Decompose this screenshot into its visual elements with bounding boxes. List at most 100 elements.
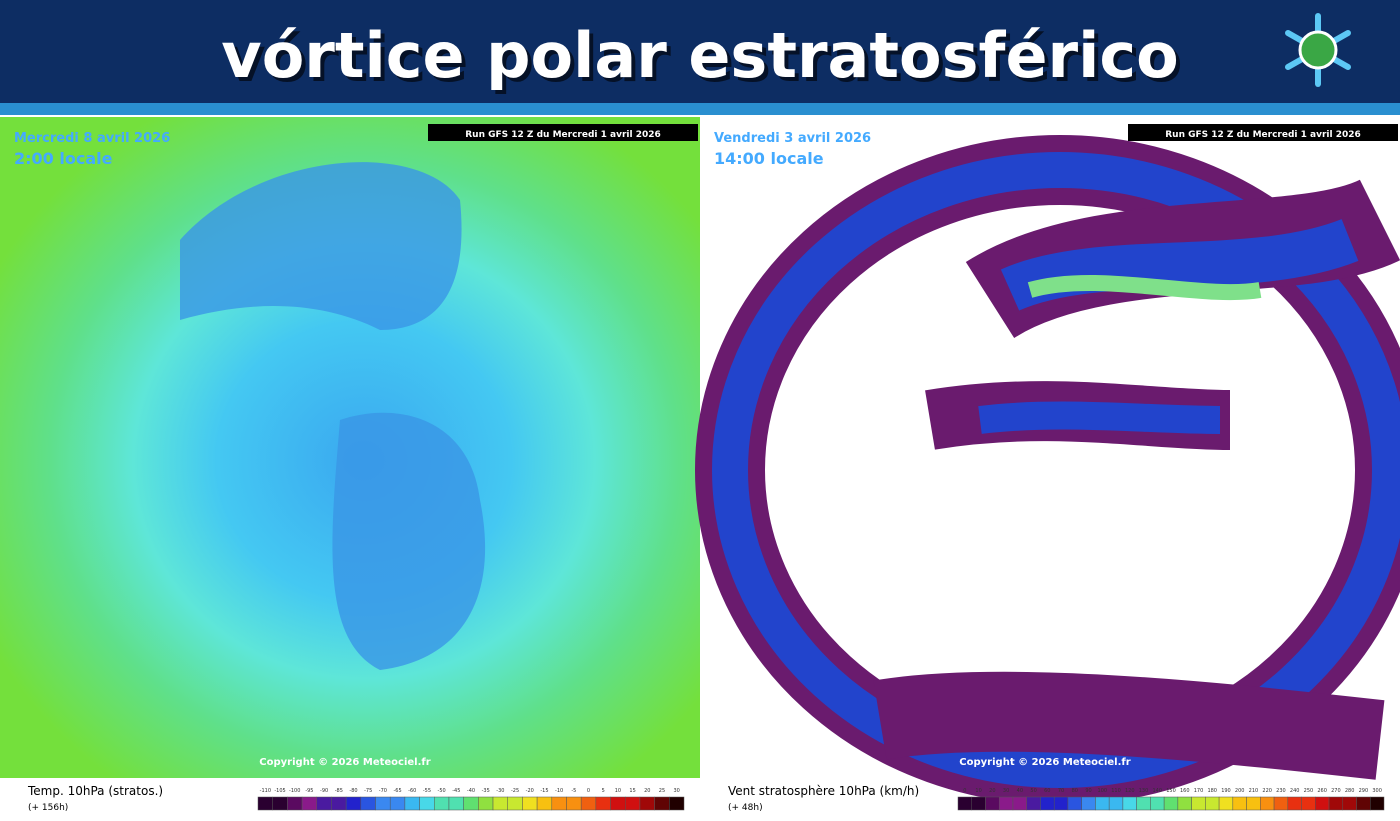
scale-cell — [1287, 796, 1302, 811]
header-strip — [0, 103, 1400, 115]
scale-label: 220 — [1262, 788, 1272, 794]
scale-cell — [971, 796, 986, 811]
scale-label: -60 — [408, 788, 416, 794]
scale-label: 120 — [1125, 788, 1135, 794]
scale-label: 110 — [1111, 788, 1121, 794]
scale-cell — [1040, 796, 1055, 811]
scale-label: 40 — [1017, 788, 1023, 794]
scale-cell — [1163, 796, 1179, 811]
scale-label: 260 — [1317, 788, 1327, 794]
scale-cell — [1108, 796, 1124, 811]
scale-cell — [463, 796, 479, 811]
scale-cell — [1232, 796, 1247, 811]
scale-cell — [492, 796, 508, 811]
scale-label: 210 — [1249, 788, 1259, 794]
scale-cell — [301, 796, 318, 811]
scale-label: 20 — [644, 788, 650, 794]
run-box — [1128, 124, 1398, 141]
scale-label: -40 — [467, 788, 475, 794]
scale-cell — [595, 796, 611, 811]
scale-label: -90 — [320, 788, 328, 794]
scale-cell — [419, 796, 435, 811]
header-bar — [0, 0, 1400, 103]
scale-cell — [957, 796, 972, 811]
scale-cell — [1136, 796, 1151, 811]
scale-label: 80 — [1072, 788, 1078, 794]
scale-label: -80 — [349, 788, 357, 794]
scale-cell — [1177, 796, 1192, 811]
scale-label: -95 — [305, 788, 313, 794]
scale-cell — [610, 796, 626, 811]
scale-cell — [1095, 796, 1110, 811]
scale-label: -30 — [496, 788, 504, 794]
scale-label: 270 — [1331, 788, 1341, 794]
scale-cell — [1260, 796, 1275, 811]
scale-cell — [522, 796, 538, 811]
cold-core — [180, 162, 462, 330]
scale-cell — [624, 796, 641, 811]
lead-time: (+ 48h) — [728, 803, 763, 813]
scale-label: -45 — [452, 788, 460, 794]
caption: Vent stratosphère 10hPa (km/h) — [728, 784, 919, 798]
scale-cell — [1315, 796, 1330, 811]
scale-cell — [404, 796, 420, 811]
scale-cell — [1150, 796, 1165, 811]
copyright: Copyright © 2026 Meteociel.fr — [959, 757, 1130, 768]
scale-label: 150 — [1166, 788, 1176, 794]
scale-cell — [639, 796, 655, 811]
logo — [1285, 13, 1351, 87]
scale-cell — [1370, 796, 1385, 811]
run-label: Run GFS 12 Z du Mercredi 1 avril 2026 — [465, 130, 661, 140]
scale-label: 240 — [1290, 788, 1300, 794]
scale-label: -20 — [526, 788, 534, 794]
date-label: Mercredi 8 avril 2026 — [14, 131, 170, 146]
scale-label: -105 — [274, 788, 285, 794]
run-label: Run GFS 12 Z du Mercredi 1 avril 2026 — [1165, 130, 1361, 140]
scale-label: 280 — [1345, 788, 1355, 794]
scale-label: -110 — [260, 788, 271, 794]
scale-cell — [1191, 796, 1206, 811]
scale-cell — [551, 796, 567, 811]
scale-cell — [389, 796, 406, 811]
lead-time: (+ 156h) — [28, 803, 68, 813]
scale-cell — [345, 796, 362, 811]
scale-label: 70 — [1058, 788, 1064, 794]
scale-cell — [1356, 796, 1371, 811]
scale-label: -15 — [540, 788, 548, 794]
scale-label: 5 — [602, 788, 605, 794]
scale-label: -70 — [379, 788, 387, 794]
scale-cell — [985, 796, 1000, 811]
scale-cell — [1026, 796, 1041, 811]
scale-cell — [998, 796, 1014, 811]
scale-label: 0 — [963, 788, 966, 794]
scale-label: 140 — [1152, 788, 1162, 794]
time-label: 2:00 locale — [14, 149, 113, 168]
scale-cell — [272, 796, 288, 811]
title: vórtice polar estratosférico — [221, 19, 1178, 92]
scale-label: 60 — [1044, 788, 1050, 794]
scale-cell — [316, 796, 332, 811]
scale-cell — [331, 796, 347, 811]
scale-label: 10 — [615, 788, 621, 794]
scale-cell — [1122, 796, 1137, 811]
scale-label: 25 — [659, 788, 665, 794]
scale-label: -50 — [438, 788, 446, 794]
cold-core — [332, 412, 486, 670]
scale-label: 30 — [1003, 788, 1009, 794]
scale-label: 0 — [587, 788, 590, 794]
run-box — [428, 124, 698, 141]
scale-cell — [434, 796, 450, 811]
caption: Temp. 10hPa (stratos.) — [27, 784, 163, 798]
scale-cell — [1053, 796, 1069, 811]
scale-label: 160 — [1180, 788, 1190, 794]
scale-cell — [1328, 796, 1344, 811]
scale-label: -25 — [511, 788, 519, 794]
scale-label: 300 — [1372, 788, 1382, 794]
scale-cell — [287, 796, 303, 811]
scale-cell — [1342, 796, 1357, 811]
scale-label: 190 — [1221, 788, 1231, 794]
scale-cell — [566, 796, 582, 811]
scale-cell — [580, 796, 597, 811]
